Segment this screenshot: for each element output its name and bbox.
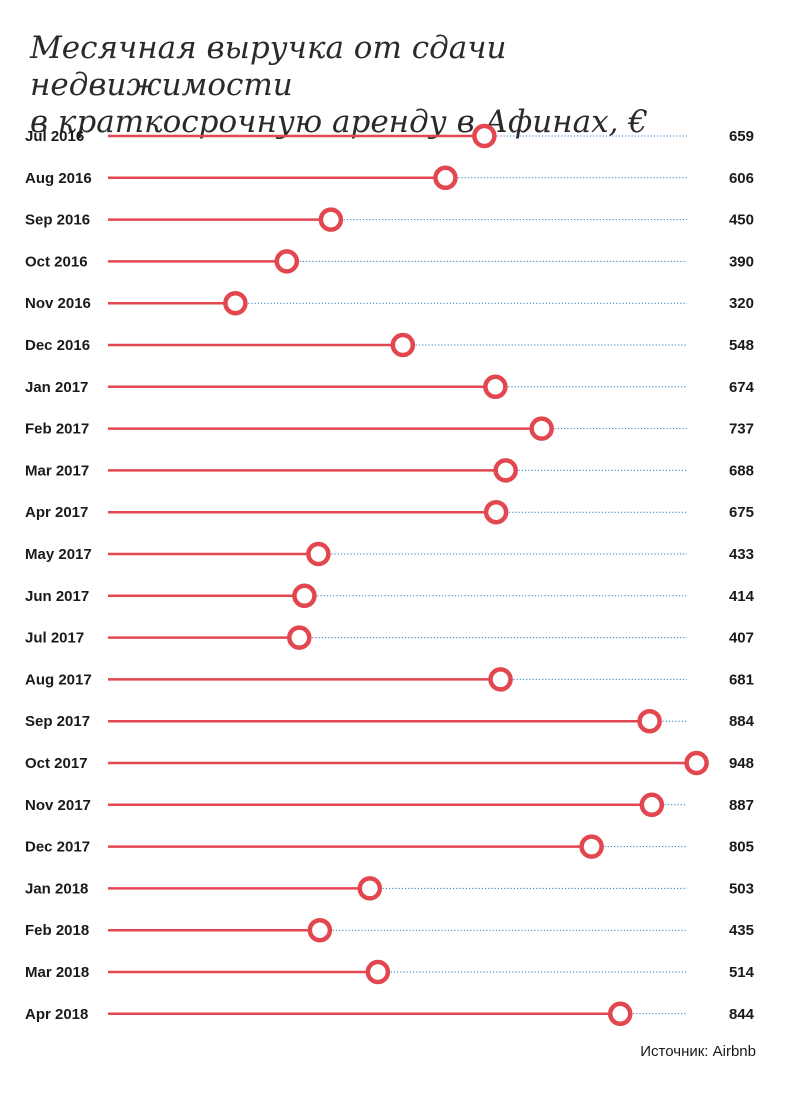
- value-label: 414: [729, 588, 755, 605]
- category-label: Mar 2018: [25, 964, 89, 981]
- category-label: Nov 2016: [25, 295, 91, 312]
- value-marker: [306, 541, 331, 567]
- source-note: Источник: Airbnb: [640, 1043, 756, 1060]
- value-marker: [307, 917, 333, 943]
- chart-title-line-1: Месячная выручка от сдачи недвижимости: [30, 30, 507, 103]
- value-marker: [390, 332, 416, 358]
- value-marker: [488, 667, 513, 692]
- value-marker: [639, 792, 665, 818]
- value-marker: [637, 708, 662, 734]
- value-marker: [292, 583, 317, 609]
- chart-title: Месячная выручка от сдачи недвижимости в…: [30, 30, 770, 141]
- value-marker: [579, 834, 604, 859]
- value-marker: [274, 249, 300, 274]
- value-label: 435: [729, 922, 754, 939]
- value-label: 884: [729, 713, 755, 730]
- category-label: Jul 2016: [25, 128, 84, 145]
- value-marker: [223, 290, 248, 316]
- value-label: 681: [729, 671, 754, 688]
- value-marker: [684, 750, 709, 776]
- value-label: 948: [729, 755, 754, 772]
- value-label: 844: [729, 1006, 755, 1023]
- value-label: 514: [729, 964, 755, 981]
- category-label: Oct 2017: [25, 755, 88, 772]
- category-label: Jan 2017: [25, 379, 88, 396]
- category-label: Mar 2017: [25, 462, 89, 479]
- category-label: Apr 2017: [25, 504, 88, 521]
- value-label: 503: [729, 880, 754, 897]
- value-label: 887: [729, 797, 754, 814]
- value-label: 606: [729, 170, 754, 187]
- value-label: 674: [729, 379, 755, 396]
- value-marker: [607, 1001, 633, 1027]
- category-label: Jun 2017: [25, 588, 89, 605]
- category-label: Aug 2016: [25, 170, 92, 187]
- value-marker: [318, 207, 344, 232]
- value-marker: [357, 876, 383, 901]
- value-label: 407: [729, 630, 754, 647]
- category-label: Jul 2017: [25, 630, 84, 647]
- category-label: Aug 2017: [25, 671, 92, 688]
- value-label: 548: [729, 337, 754, 354]
- value-marker: [483, 499, 509, 525]
- value-marker: [287, 625, 312, 650]
- category-label: Dec 2016: [25, 337, 90, 354]
- value-marker: [365, 959, 391, 985]
- category-label: Oct 2016: [25, 253, 88, 270]
- value-label: 737: [729, 421, 754, 438]
- value-marker: [433, 165, 458, 191]
- category-label: Sep 2017: [25, 713, 90, 730]
- category-label: Apr 2018: [25, 1006, 88, 1023]
- chart-title-line-2: в краткосрочную аренду в Афинах, €: [30, 104, 649, 140]
- value-label: 390: [729, 253, 754, 270]
- value-marker: [493, 458, 518, 483]
- value-marker: [529, 416, 554, 441]
- category-label: Sep 2016: [25, 212, 90, 229]
- category-label: Nov 2017: [25, 797, 91, 814]
- category-label: Feb 2017: [25, 421, 89, 438]
- category-label: Feb 2018: [25, 922, 89, 939]
- category-label: Jan 2018: [25, 880, 88, 897]
- value-marker: [483, 374, 508, 400]
- value-label: 805: [729, 839, 754, 856]
- category-label: Dec 2017: [25, 839, 90, 856]
- value-label: 320: [729, 295, 754, 312]
- value-label: 659: [729, 128, 754, 145]
- value-label: 433: [729, 546, 754, 563]
- value-marker: [472, 123, 497, 149]
- category-label: May 2017: [25, 546, 92, 563]
- value-label: 688: [729, 462, 754, 479]
- value-label: 450: [729, 212, 754, 229]
- value-label: 675: [729, 504, 754, 521]
